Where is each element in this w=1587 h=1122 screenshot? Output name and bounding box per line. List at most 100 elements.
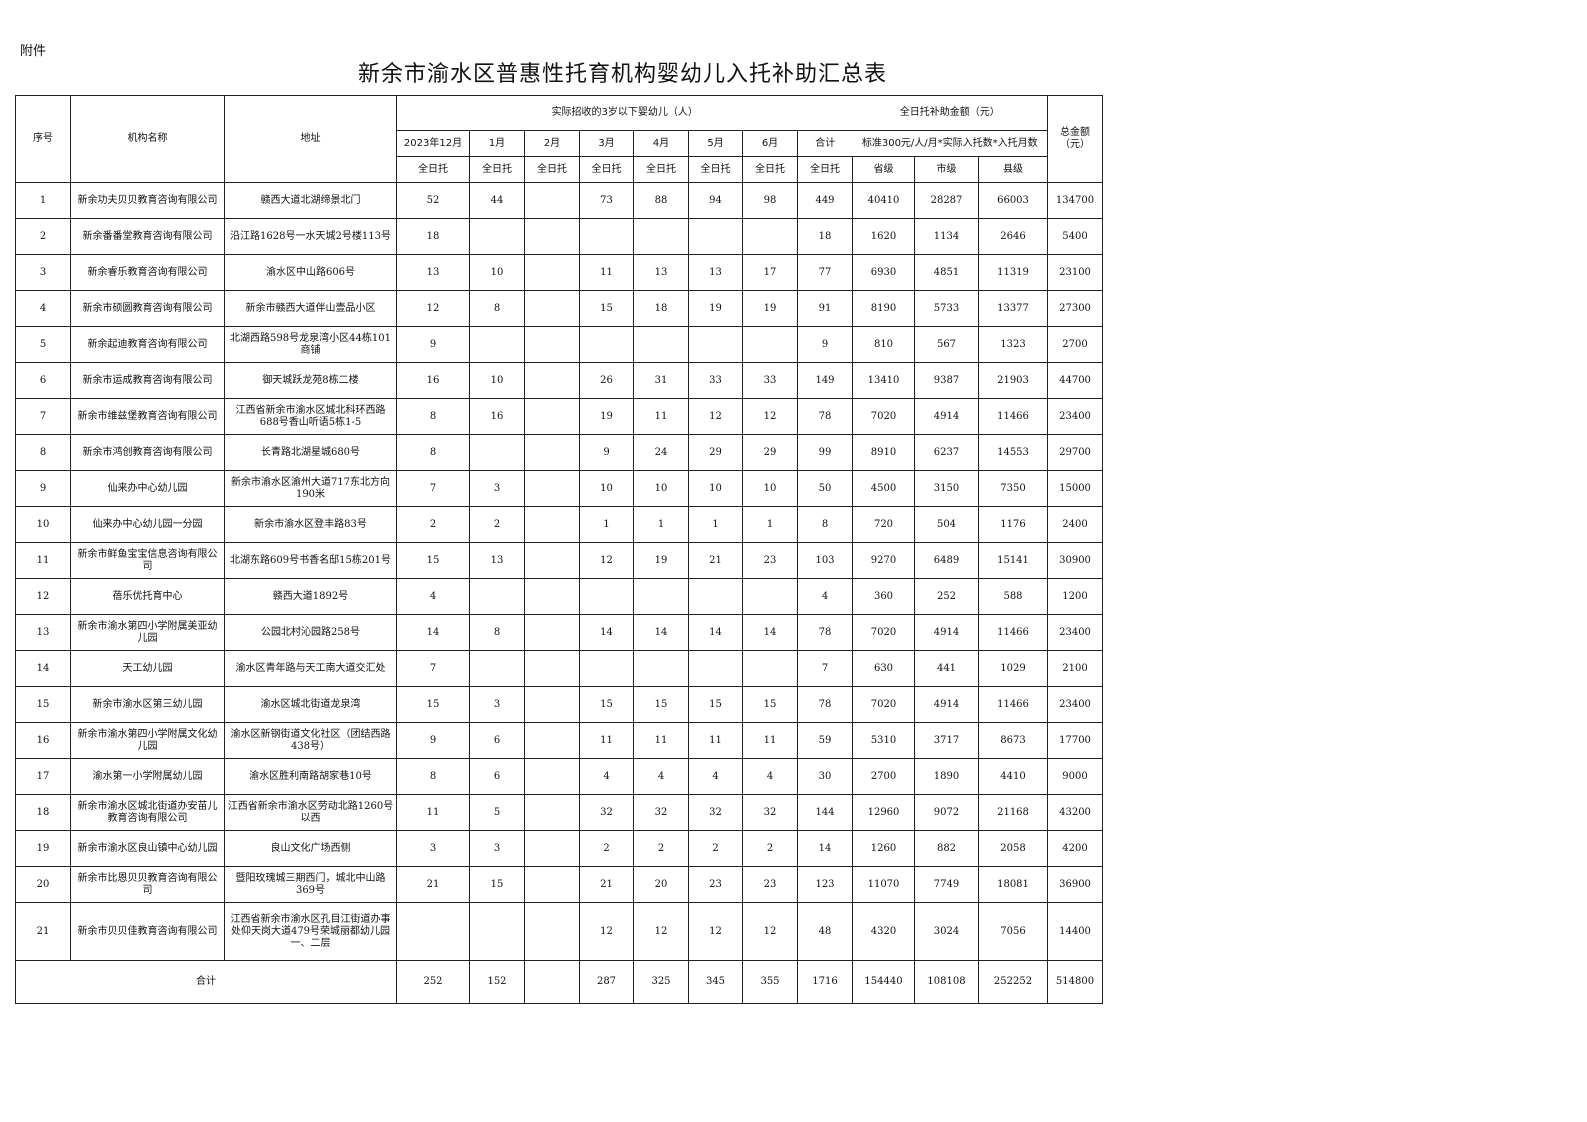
enrolled-month: 8 bbox=[469, 290, 525, 327]
provincial-amount: 40410 bbox=[852, 182, 915, 219]
enrolled-month: 1 bbox=[742, 506, 798, 543]
enrolled-month: 32 bbox=[688, 794, 743, 831]
enrolled-month bbox=[524, 470, 580, 507]
enrolled-month: 18 bbox=[396, 218, 470, 255]
table-row: 12 蓓乐优托育中心 赣西大道1892号 4 4 360 252 588 1200 bbox=[15, 578, 1104, 615]
enrolled-month: 12 bbox=[688, 398, 743, 435]
provincial-amount: 2700 bbox=[852, 758, 915, 795]
header-full-day: 全日托 bbox=[469, 156, 525, 183]
table-row: 1 新余功夫贝贝教育咨询有限公司 赣西大道北湖缔景北门 52 44 73 88 94 98 449… bbox=[15, 182, 1104, 219]
enrolled-month: 11 bbox=[742, 722, 798, 759]
enrolled-month bbox=[524, 830, 580, 867]
header-full-day: 全日托 bbox=[579, 156, 634, 183]
institution-address: 北湖东路609号书香名邸15栋201号 bbox=[224, 542, 397, 579]
enrolled-month bbox=[469, 218, 525, 255]
enrolled-month: 15 bbox=[579, 290, 634, 327]
enrolled-month: 10 bbox=[579, 470, 634, 507]
city-amount: 28287 bbox=[914, 182, 979, 219]
city-amount: 7749 bbox=[914, 866, 979, 903]
totals-total: 514800 bbox=[1047, 960, 1104, 1004]
enrolled-month: 12 bbox=[742, 398, 798, 435]
enrolled-month: 9 bbox=[579, 434, 634, 471]
total-amount: 2700 bbox=[1047, 326, 1104, 363]
enrolled-month: 29 bbox=[688, 434, 743, 471]
enrolled-total: 91 bbox=[797, 290, 853, 327]
city-amount: 441 bbox=[914, 650, 979, 687]
enrolled-total: 9 bbox=[797, 326, 853, 363]
institution-name: 渝水第一小学附属幼儿园 bbox=[70, 758, 225, 795]
enrolled-total: 77 bbox=[797, 254, 853, 291]
enrolled-total: 50 bbox=[797, 470, 853, 507]
table-row: 8 新余市鸿创教育咨询有限公司 长青路北湖星城680号 8 9 24 29 29 99 8910 6… bbox=[15, 434, 1104, 471]
enrolled-month: 44 bbox=[469, 182, 525, 219]
enrolled-month: 2 bbox=[742, 830, 798, 867]
provincial-amount: 12960 bbox=[852, 794, 915, 831]
county-amount: 18081 bbox=[977, 866, 1049, 903]
enrolled-month bbox=[524, 902, 580, 961]
institution-name: 新余市渝水第四小学附属美亚幼儿园 bbox=[70, 614, 225, 651]
institution-address: 新余市渝水区登丰路83号 bbox=[224, 506, 397, 543]
city-amount: 567 bbox=[914, 326, 979, 363]
institution-address: 渝水区城北街道龙泉湾 bbox=[224, 686, 397, 723]
enrolled-month: 8 bbox=[396, 758, 470, 795]
enrolled-month bbox=[524, 254, 580, 291]
total-amount: 44700 bbox=[1047, 362, 1104, 399]
provincial-amount: 1260 bbox=[852, 830, 915, 867]
enrolled-month: 12 bbox=[633, 902, 689, 961]
enrolled-month bbox=[524, 686, 580, 723]
enrolled-month bbox=[688, 650, 743, 687]
enrolled-month: 12 bbox=[688, 902, 743, 961]
city-amount: 1134 bbox=[914, 218, 979, 255]
city-amount: 6489 bbox=[914, 542, 979, 579]
enrolled-month: 12 bbox=[742, 902, 798, 961]
enrolled-month: 16 bbox=[396, 362, 470, 399]
totals-prov: 154440 bbox=[852, 960, 915, 1004]
provincial-amount: 13410 bbox=[852, 362, 915, 399]
header-month: 合计 bbox=[797, 130, 853, 157]
enrolled-month: 32 bbox=[742, 794, 798, 831]
enrolled-month: 15 bbox=[688, 686, 743, 723]
total-amount: 23400 bbox=[1047, 398, 1104, 435]
institution-address: 长青路北湖星城680号 bbox=[224, 434, 397, 471]
enrolled-month: 7 bbox=[396, 470, 470, 507]
institution-name: 蓓乐优托育中心 bbox=[70, 578, 225, 615]
enrolled-month bbox=[524, 218, 580, 255]
enrolled-total: 14 bbox=[797, 830, 853, 867]
institution-address: 江西省新余市渝水区城北科环西路688号香山听语5栋1-5 bbox=[224, 398, 397, 435]
table-row: 17 渝水第一小学附属幼儿园 渝水区胜利南路胡家巷10号 8 6 4 4 4 4 30 2700 18… bbox=[15, 758, 1104, 795]
totals-row: 合计 252 152 287 325 345 355 1716 154440 108108 2522… bbox=[15, 960, 1104, 1004]
table-row: 19 新余市渝水区良山镇中心幼儿园 良山文化广场西侧 3 3 2 2 2 2 14 1260 882 2… bbox=[15, 830, 1104, 867]
enrolled-month: 21 bbox=[396, 866, 470, 903]
enrolled-month: 15 bbox=[396, 542, 470, 579]
enrolled-month: 17 bbox=[742, 254, 798, 291]
institution-name: 新余番番堂教育咨询有限公司 bbox=[70, 218, 225, 255]
totals-month: 355 bbox=[742, 960, 798, 1004]
county-amount: 1323 bbox=[977, 326, 1049, 363]
enrolled-month: 14 bbox=[688, 614, 743, 651]
county-amount: 4410 bbox=[977, 758, 1049, 795]
total-amount: 1200 bbox=[1047, 578, 1104, 615]
table-row: 20 新余市比恩贝贝教育咨询有限公司 暨阳玫瑰城三期西门，城北中山路369号 21 15… bbox=[15, 866, 1104, 903]
enrolled-month: 32 bbox=[633, 794, 689, 831]
totals-month: 252 bbox=[396, 960, 470, 1004]
county-amount: 15141 bbox=[977, 542, 1049, 579]
institution-address: 新余市渝水区渝州大道717东北方向190米 bbox=[224, 470, 397, 507]
total-amount: 5400 bbox=[1047, 218, 1104, 255]
enrolled-month bbox=[524, 326, 580, 363]
provincial-amount: 1620 bbox=[852, 218, 915, 255]
enrolled-month bbox=[469, 326, 525, 363]
provincial-amount: 6930 bbox=[852, 254, 915, 291]
header-full-day: 全日托 bbox=[797, 156, 853, 183]
enrolled-month: 13 bbox=[633, 254, 689, 291]
enrolled-month: 11 bbox=[396, 794, 470, 831]
enrolled-month: 33 bbox=[688, 362, 743, 399]
city-amount: 9387 bbox=[914, 362, 979, 399]
total-amount: 30900 bbox=[1047, 542, 1104, 579]
city-amount: 1890 bbox=[914, 758, 979, 795]
enrolled-month bbox=[633, 218, 689, 255]
institution-address: 渝水区胜利南路胡家巷10号 bbox=[224, 758, 397, 795]
enrolled-month: 73 bbox=[579, 182, 634, 219]
enrolled-month bbox=[688, 578, 743, 615]
enrolled-month bbox=[524, 866, 580, 903]
enrolled-month bbox=[524, 650, 580, 687]
